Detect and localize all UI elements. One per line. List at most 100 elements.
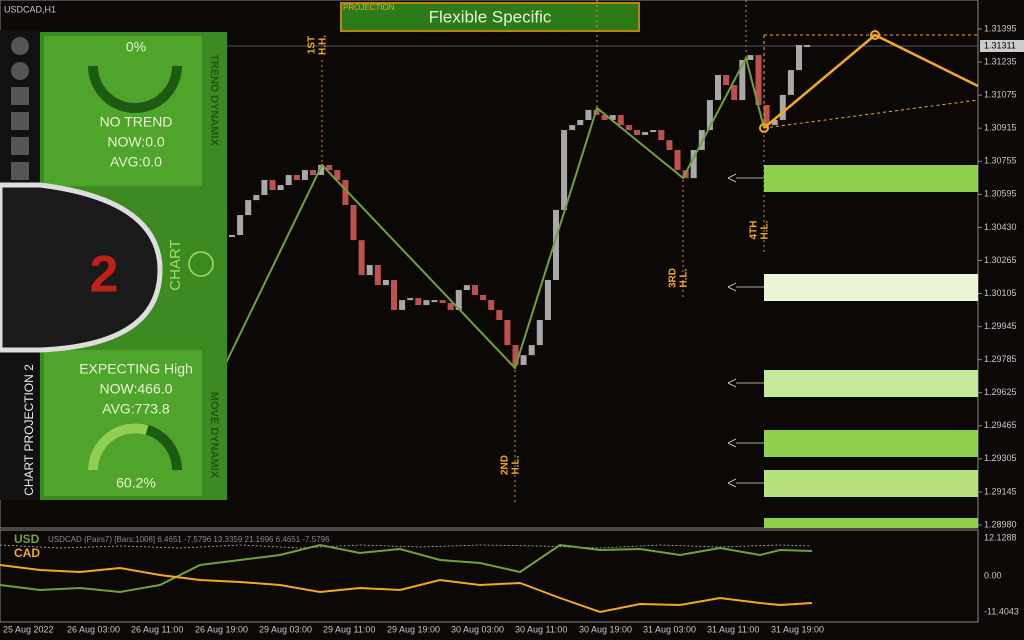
candle [439,300,446,303]
candle [301,170,308,180]
chart-label: CHART [167,239,184,290]
price-label: 1.29145 [984,486,1017,496]
candle [561,130,568,210]
time-label: 25 Aug 2022 [3,624,54,634]
projection-label: PROJECTION [343,3,395,12]
price-label: 1.29465 [984,420,1017,430]
candle [447,302,454,310]
usd-label: USD [14,532,40,546]
candle [577,119,584,126]
indicator-header: USDCAD (Pairs7) [Bars:1008] 6.4651 -7.57… [48,535,330,544]
candles [229,45,811,366]
candle [504,320,511,346]
candle [382,279,389,286]
chart-frame [0,0,979,529]
candle [253,194,260,201]
indicator-frame [0,529,979,623]
price-label: 1.29785 [984,354,1017,364]
swing-label: 1ST [307,36,318,54]
candle [358,240,365,276]
candle [715,75,721,101]
candle [642,132,649,135]
price-label: 1.29945 [984,321,1017,331]
candle [310,170,316,176]
candle [334,170,341,180]
candle [787,70,794,95]
usd-line [0,543,813,594]
projection-title: Flexible Specific [429,7,552,26]
candle [585,109,592,120]
symbol: USDCAD,H1 [4,4,56,14]
candle [706,100,713,131]
candle [488,300,495,310]
projection-box[interactable] [340,2,640,32]
price-label: 1.30430 [984,222,1017,232]
candle [350,205,357,241]
trend-gauge[interactable] [88,65,182,113]
price-label: 1.31395 [984,23,1017,33]
move-percent: 60.2% [116,475,156,491]
candle [666,140,673,150]
candle [739,60,746,101]
candle [229,234,235,237]
candle [431,300,438,303]
candle [747,55,754,61]
time-label: 31 Aug 11:00 [707,624,759,634]
swing-label: 3RD [668,268,679,288]
candle [731,85,738,101]
time-label: 29 Aug 11:00 [323,624,375,634]
move-title: MOVE DYNAMIX [208,392,220,479]
candle [544,279,551,321]
candle [779,94,786,120]
price-label: 1.30915 [984,123,1017,133]
price-label: 1.30595 [984,189,1017,199]
move-now: NOW:466.0 [100,381,173,397]
candle [553,209,559,280]
current-price: 1.31311 [984,40,1016,50]
move-avg: AVG:773.8 [102,401,170,417]
candle [658,130,665,141]
price-axis: 1.31395 1.31235 1.31075 1.30915 1.30755 1.305… [978,23,1017,529]
candle [755,55,762,105]
indicator-label: 0.00 [984,570,1002,580]
side-title: CHART PROJECTION 2 [22,364,36,496]
candle [391,279,397,310]
candle [763,104,770,126]
candle [293,175,300,180]
candle [674,149,681,171]
logo-arc [0,182,163,353]
candle [496,309,503,321]
indicator-label: -11.4043 [984,606,1019,616]
candle [804,45,811,48]
candle [269,179,276,191]
candle [698,130,705,150]
time-label: 31 Aug 19:00 [771,624,824,634]
trend-title: TREND DYNAMIX [208,54,220,146]
candle [609,115,616,120]
candle [455,290,462,310]
candle [407,298,414,301]
candle [520,355,527,366]
projection-point [870,30,880,40]
swing-label: 2ND [500,455,511,475]
chart-icon[interactable] [188,251,214,277]
move-panel [44,350,202,496]
candle [771,119,778,126]
swing-labels: 1ST H.H.2ND H.L.3RD H.L.4TH H.L. [307,35,771,475]
time-label: 30 Aug 03:00 [451,624,504,634]
candle [342,179,349,206]
candle [569,125,576,131]
time-label: 29 Aug 19:00 [387,624,440,634]
candle [536,320,543,346]
candle [399,300,406,310]
price-label: 1.29625 [984,387,1017,397]
price-label: 1.28980 [984,519,1017,529]
price-label: 1.30265 [984,255,1017,265]
candle [617,115,624,126]
swing-label: H.L. [679,268,690,287]
candle [318,164,325,176]
candle [634,130,640,135]
indicator-dash [0,544,811,549]
